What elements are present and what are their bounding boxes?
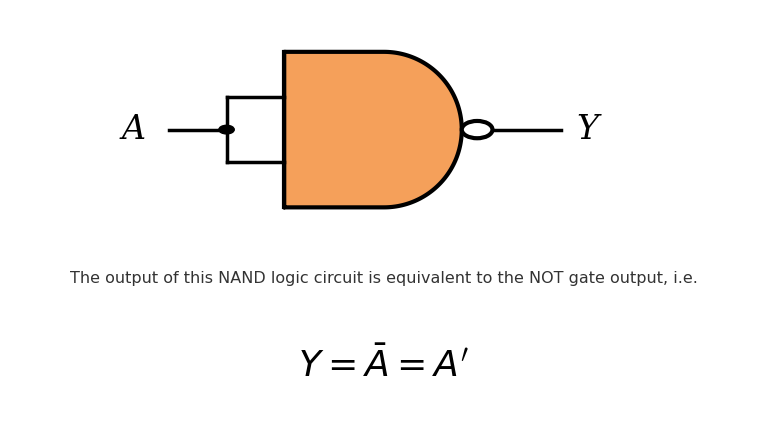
Text: Y: Y (576, 114, 598, 146)
Polygon shape (284, 52, 462, 207)
Text: A: A (122, 114, 146, 146)
Ellipse shape (462, 121, 492, 138)
Text: $Y = \bar{A} = A'$: $Y = \bar{A} = A'$ (298, 346, 470, 384)
Circle shape (219, 125, 234, 134)
Text: The output of this NAND logic circuit is equivalent to the NOT gate output, i.e.: The output of this NAND logic circuit is… (70, 271, 698, 286)
